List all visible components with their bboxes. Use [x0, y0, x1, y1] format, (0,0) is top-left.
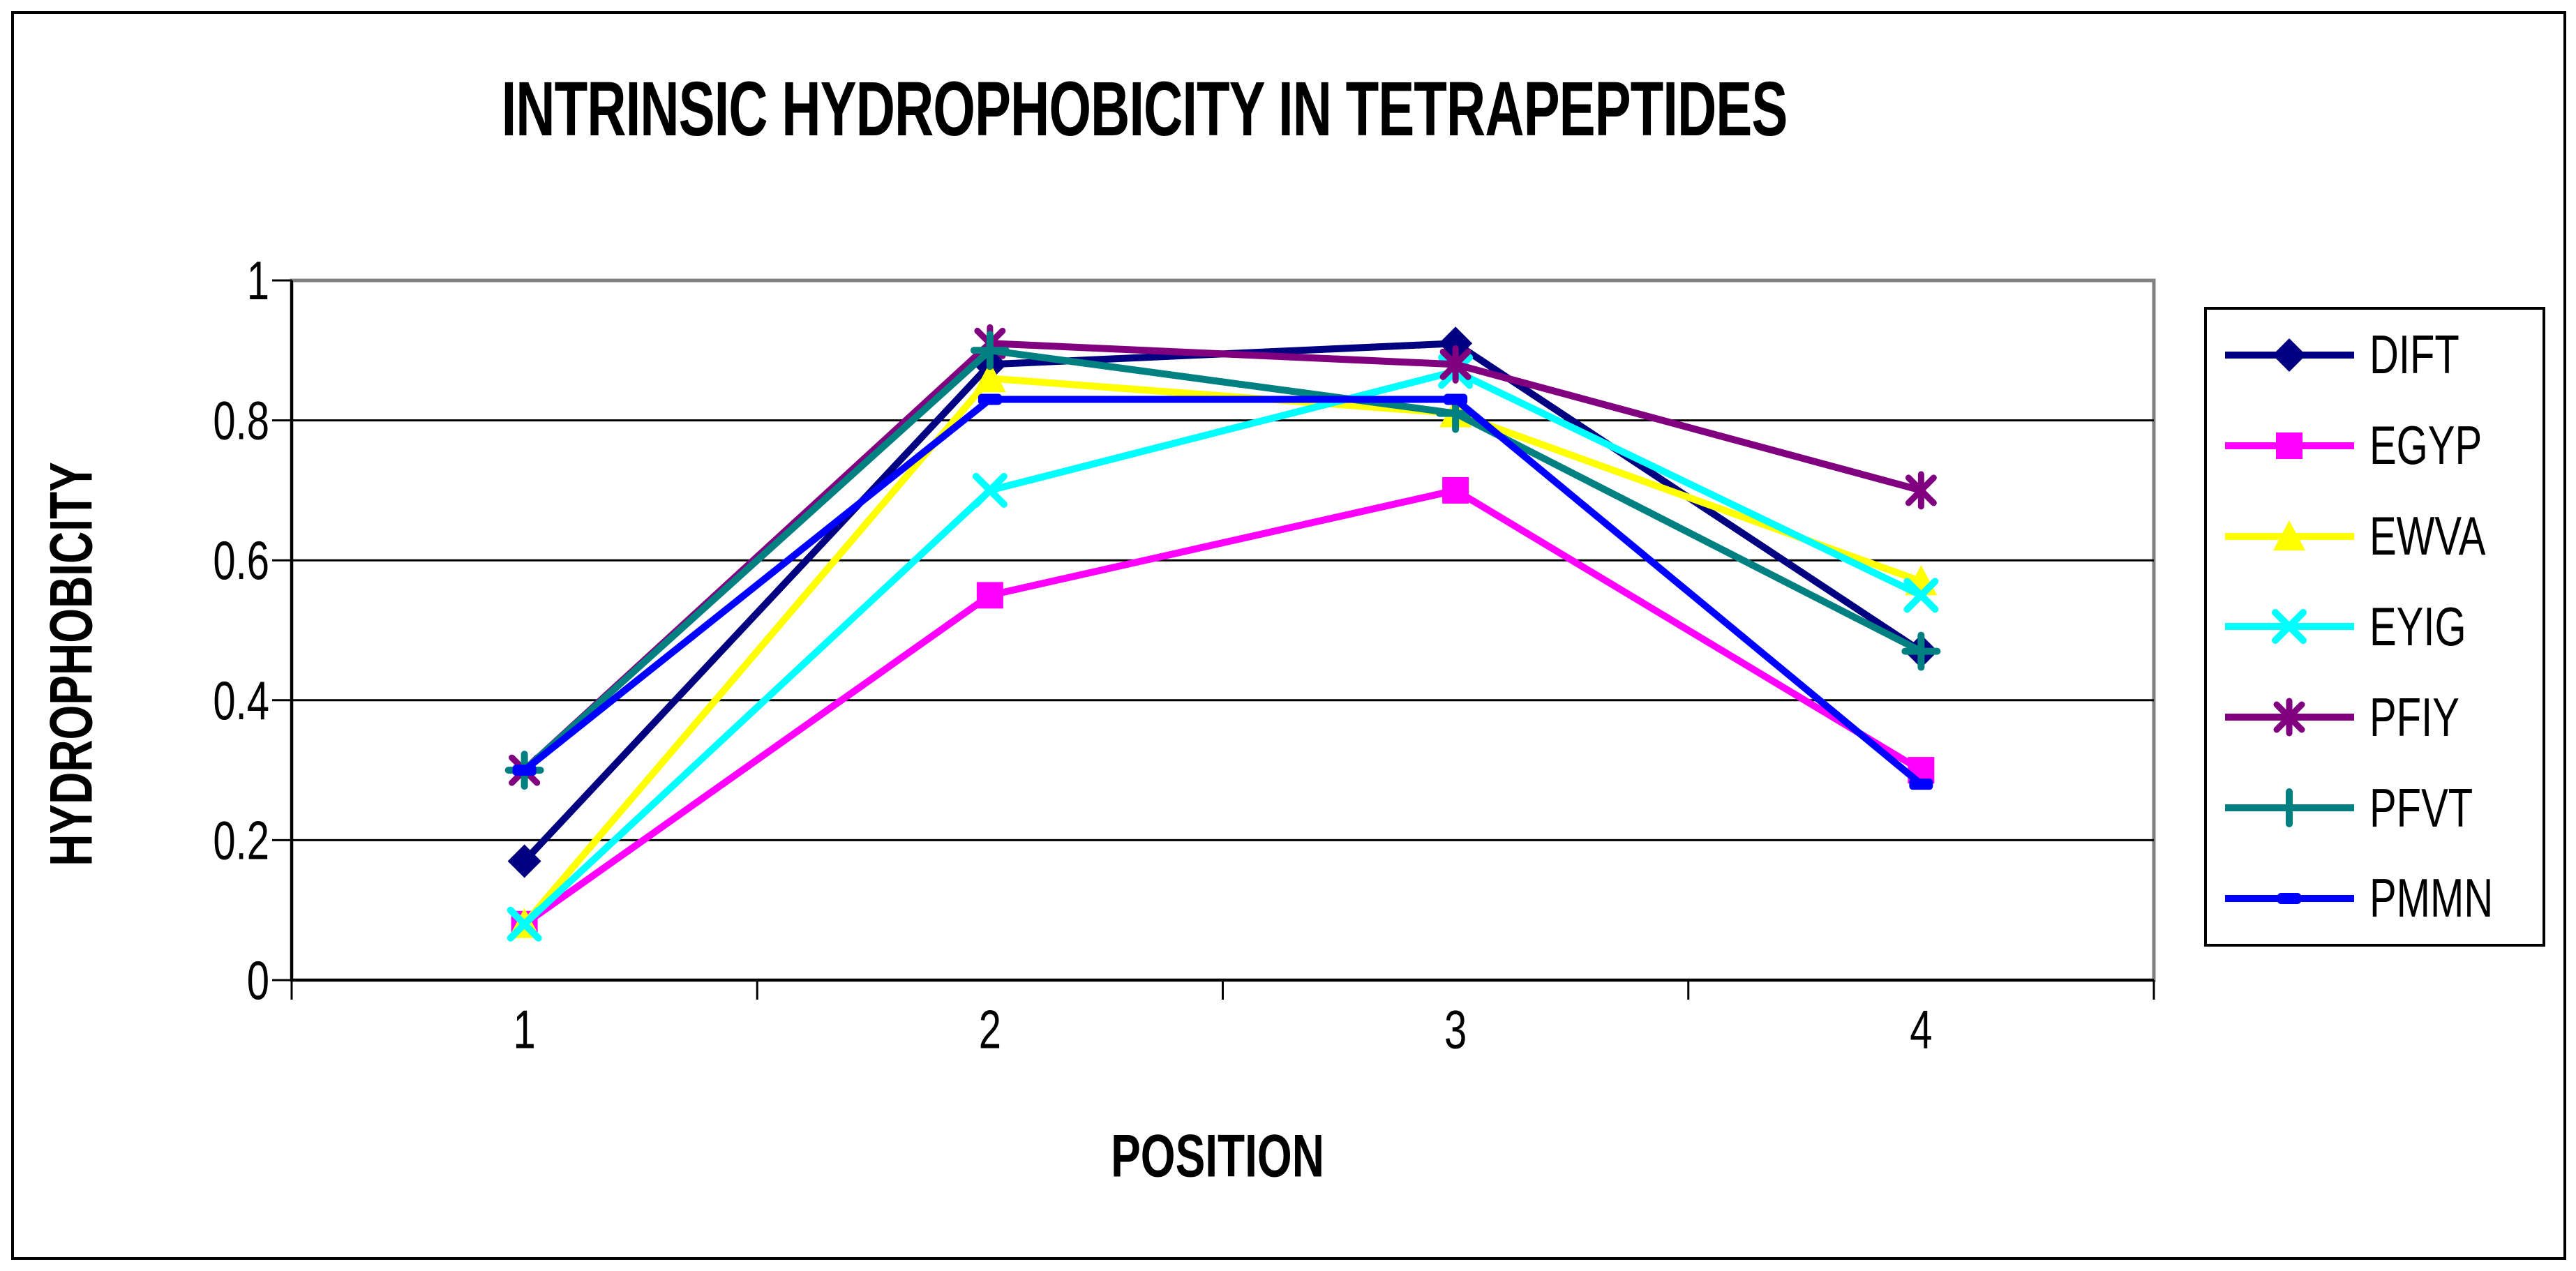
legend-swatch-DIFT: [2225, 338, 2354, 372]
legend-label: DIFT: [2369, 324, 2459, 386]
legend-swatch-PFIY: [2225, 698, 2354, 737]
square-marker: [1442, 476, 1469, 504]
plus-marker: [1901, 631, 1941, 671]
y-tick-label: 0.6: [213, 530, 269, 592]
plus-marker: [2270, 788, 2309, 828]
series-line-EYIG: [522, 368, 1923, 927]
legend-label: PMMN: [2369, 868, 2494, 929]
legend-box: DIFT EGYP EWVA EYIG PFIY PFVT PMMN: [2204, 307, 2545, 947]
plus-marker: [970, 331, 1010, 370]
dash-marker: [512, 765, 537, 776]
series-line-EGYP: [522, 486, 1923, 927]
legend-swatch-PMMN: [2225, 892, 2354, 904]
star-marker: [2273, 698, 2305, 737]
diamond-marker: [507, 844, 541, 878]
square-marker: [976, 582, 1003, 609]
legend-swatch-EGYP: [2225, 432, 2354, 459]
legend-label: EYIG: [2369, 596, 2466, 658]
legend-swatch-EWVA: [2225, 520, 2354, 550]
series-line-PFIY: [522, 340, 1922, 773]
x-marker: [972, 472, 1008, 508]
triangle-marker: [973, 362, 1006, 393]
y-tick-label: 0.2: [213, 810, 269, 871]
dash-marker: [1444, 393, 1468, 405]
legend-item-PFIY: PFIY: [2225, 682, 2543, 752]
legend-label: EWVA: [2369, 505, 2486, 567]
x-marker: [2272, 609, 2307, 645]
star-marker: [1905, 471, 1937, 510]
triangle-marker: [2273, 520, 2305, 550]
series-PFVT: [504, 331, 1941, 790]
dash-marker: [978, 393, 1002, 405]
series-line-PMMN: [522, 396, 1924, 788]
y-tick-label: 0.8: [213, 390, 269, 451]
series-line-EWVA: [521, 375, 1923, 927]
legend-item-EWVA: EWVA: [2225, 502, 2543, 571]
star-marker: [1439, 345, 1472, 384]
legend-item-EYIG: EYIG: [2225, 592, 2543, 661]
legend-label: PFIY: [2369, 686, 2459, 749]
x-tick-label: 2: [979, 999, 1001, 1060]
legend-swatch-PFVT: [2225, 788, 2354, 828]
diamond-marker: [2272, 338, 2306, 372]
series-DIFT: [507, 326, 1938, 878]
x-tick-label: 4: [1910, 999, 1932, 1060]
legend-swatch-EYIG: [2225, 609, 2354, 645]
diamond-marker: [1439, 326, 1473, 361]
series-line-PFVT: [522, 347, 1923, 773]
legend-item-DIFT: DIFT: [2225, 320, 2543, 390]
x-tick-label: 3: [1444, 999, 1467, 1060]
dash-marker: [1909, 779, 1933, 790]
dash-marker: [2277, 892, 2301, 904]
legend-item-PFVT: PFVT: [2225, 773, 2543, 843]
x-tick-label: 1: [513, 999, 535, 1060]
legend-label: EGYP: [2369, 414, 2483, 476]
legend-label: PFVT: [2369, 777, 2473, 839]
square-marker: [2276, 432, 2302, 459]
x-marker: [1903, 578, 1939, 613]
x-axis-title: POSITION: [1111, 1122, 1324, 1190]
chart-title: INTRINSIC HYDROPHOBICITY IN TETRAPEPTIDE…: [501, 65, 1788, 153]
legend-item-PMMN: PMMN: [2225, 864, 2543, 933]
chart-outer-border: [11, 11, 2566, 1260]
legend-item-EGYP: EGYP: [2225, 411, 2543, 481]
series-PMMN: [512, 393, 1933, 790]
x-marker: [507, 906, 542, 942]
y-tick-label: 0.4: [213, 670, 269, 731]
y-tick-label: 1: [247, 250, 269, 312]
y-tick-label: 0: [247, 950, 269, 1011]
